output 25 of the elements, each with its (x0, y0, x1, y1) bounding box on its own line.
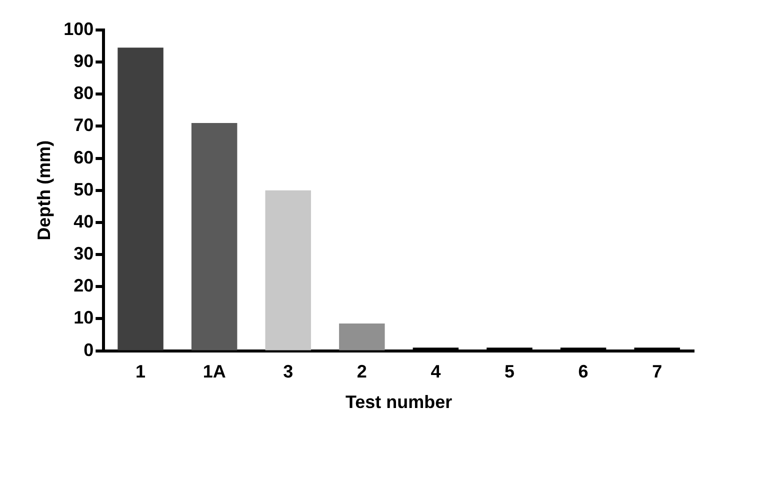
y-tick-label: 70 (74, 115, 94, 136)
x-tick-label: 1 (136, 362, 146, 382)
y-tick-label: 80 (74, 83, 94, 104)
x-tick-label: 1A (202, 362, 226, 382)
x-axis-title: Test number (345, 392, 452, 412)
x-tick-label: 5 (504, 362, 515, 382)
y-tick-label: 50 (74, 179, 94, 200)
y-tick-label: 40 (74, 211, 94, 232)
y-tick-label: 20 (74, 276, 94, 296)
y-tick-label: 0 (84, 340, 94, 360)
x-tick-label: 6 (578, 362, 588, 382)
y-axis-title: Depth (mm) (34, 140, 54, 240)
bar (339, 324, 385, 350)
x-tick-label: 4 (430, 362, 441, 382)
y-tick-label: 10 (74, 308, 94, 328)
x-tick-label: 7 (652, 362, 662, 382)
y-tick-label: 30 (74, 244, 94, 264)
bar (265, 190, 311, 350)
y-tick-label: 100 (64, 18, 94, 39)
y-tick-label: 90 (74, 51, 94, 72)
x-tick-label: 2 (356, 362, 367, 382)
bar (118, 48, 164, 350)
bar (191, 123, 238, 350)
y-tick-label: 60 (74, 147, 94, 168)
x-tick-label: 3 (283, 362, 294, 382)
